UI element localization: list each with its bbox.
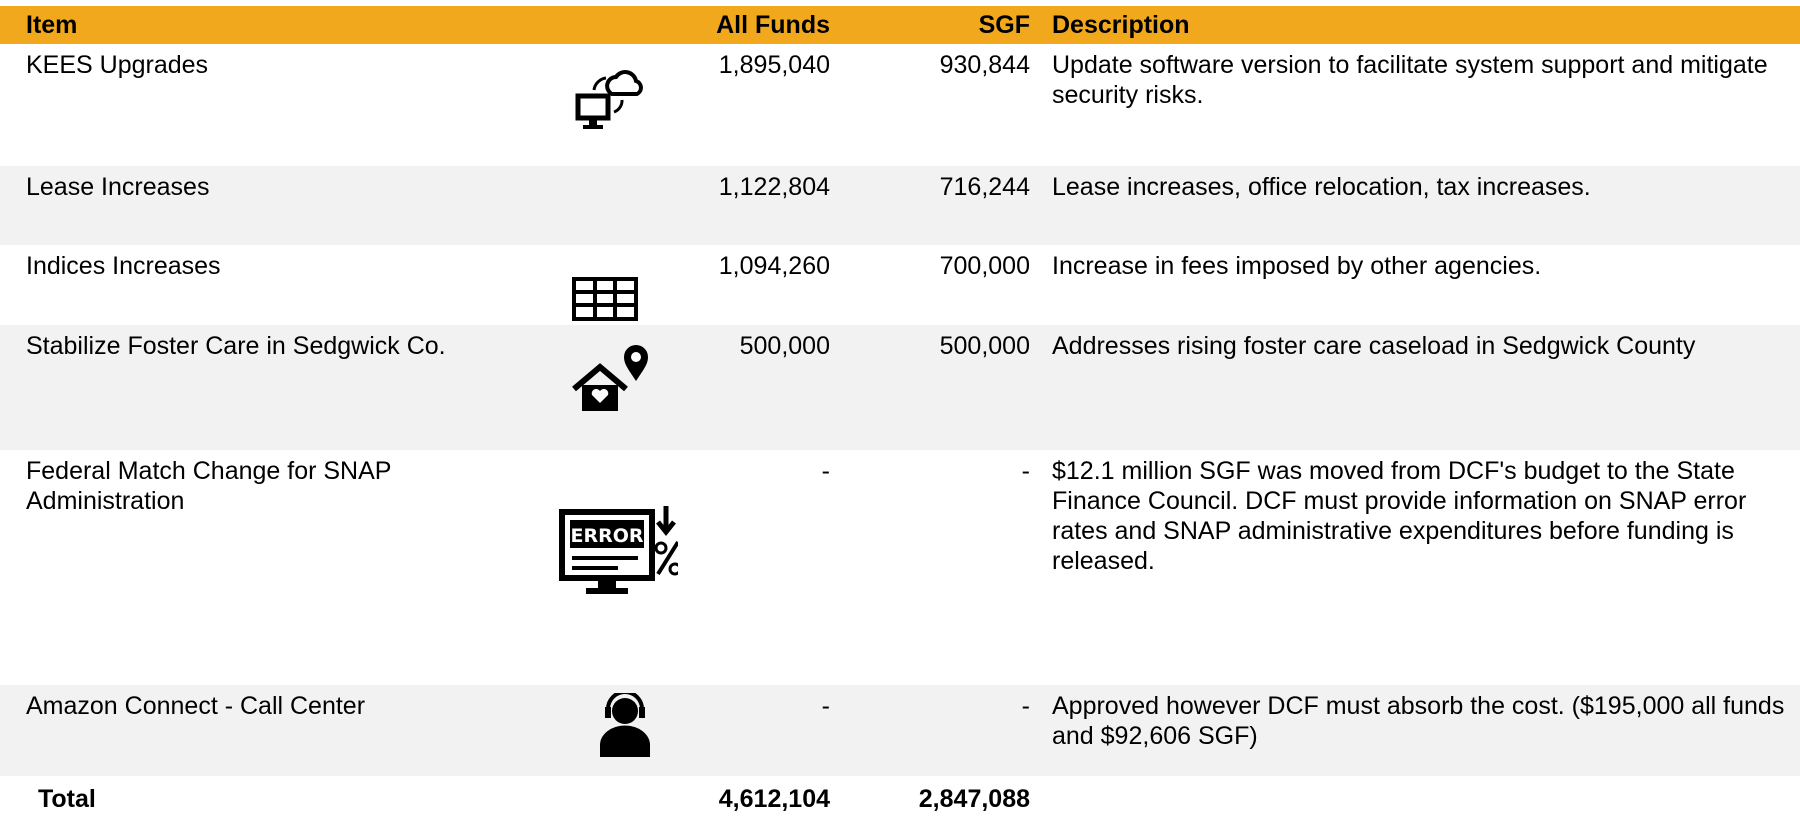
item-cell: KEES Upgrades bbox=[26, 51, 209, 79]
sgf-cell: 700,000 bbox=[939, 252, 1030, 280]
all-funds-cell: - bbox=[821, 692, 830, 720]
row-icon bbox=[598, 690, 652, 764]
all-funds-cell: 500,000 bbox=[739, 332, 830, 360]
header-item: Item bbox=[26, 11, 78, 39]
total-row: Total 4,612,104 2,847,088 bbox=[0, 776, 1800, 820]
description-cell: Addresses rising foster care caseload in… bbox=[1052, 332, 1696, 360]
item-cell: Indices Increases bbox=[26, 252, 221, 280]
description-cell: Update software version to facilitate sy… bbox=[1052, 51, 1768, 109]
table-row: Federal Match Change for SNAP Administra… bbox=[0, 450, 1800, 685]
sgf-cell: 716,244 bbox=[939, 173, 1030, 201]
svg-text:ERROR: ERROR bbox=[570, 525, 643, 547]
total-sgf: 2,847,088 bbox=[918, 785, 1030, 813]
row-icon bbox=[572, 277, 638, 328]
sgf-cell: - bbox=[1021, 692, 1030, 720]
sgf-cell: 500,000 bbox=[939, 332, 1030, 360]
all-funds-cell: 1,094,260 bbox=[718, 252, 830, 280]
description-cell: Increase in fees imposed by other agenci… bbox=[1052, 252, 1542, 280]
row-icon: ERROR bbox=[558, 502, 682, 609]
sgf-cell: - bbox=[1021, 457, 1030, 485]
header-description: Description bbox=[1052, 11, 1190, 39]
header-all-funds: All Funds bbox=[716, 11, 830, 39]
total-all-funds: 4,612,104 bbox=[718, 785, 830, 813]
table-row: Stabilize Foster Care in Sedgwick Co. 500… bbox=[0, 325, 1800, 450]
all-funds-cell: 1,895,040 bbox=[718, 51, 830, 79]
all-funds-cell: - bbox=[821, 457, 830, 485]
table-row: Indices Increases 1,094,260 700,000 Increas… bbox=[0, 245, 1800, 325]
item-cell: Lease Increases bbox=[26, 173, 210, 201]
description-cell: $12.1 million SGF was moved from DCF's b… bbox=[1052, 457, 1747, 575]
sgf-cell: 930,844 bbox=[939, 51, 1030, 79]
description-cell: Approved however DCF must absorb the cos… bbox=[1052, 692, 1785, 750]
table-row: Amazon Connect - Call Center - - Approved h… bbox=[0, 685, 1800, 776]
row-icon bbox=[570, 345, 650, 422]
table-row: KEES Upgrades 1,895,040 930,844 Update soft… bbox=[0, 44, 1800, 166]
header-row: Item All Funds SGF Description bbox=[0, 6, 1800, 44]
total-label: Total bbox=[38, 785, 96, 813]
row-icon bbox=[574, 66, 644, 143]
description-cell: Lease increases, office relocation, tax … bbox=[1052, 173, 1591, 201]
item-cell: Stabilize Foster Care in Sedgwick Co. bbox=[26, 332, 446, 360]
item-cell: Federal Match Change for SNAP Administra… bbox=[26, 457, 392, 515]
item-cell: Amazon Connect - Call Center bbox=[26, 692, 366, 720]
all-funds-cell: 1,122,804 bbox=[718, 173, 830, 201]
table-row: Lease Increases 1,122,804 716,244 Lease inc… bbox=[0, 166, 1800, 245]
header-sgf: SGF bbox=[978, 11, 1030, 39]
